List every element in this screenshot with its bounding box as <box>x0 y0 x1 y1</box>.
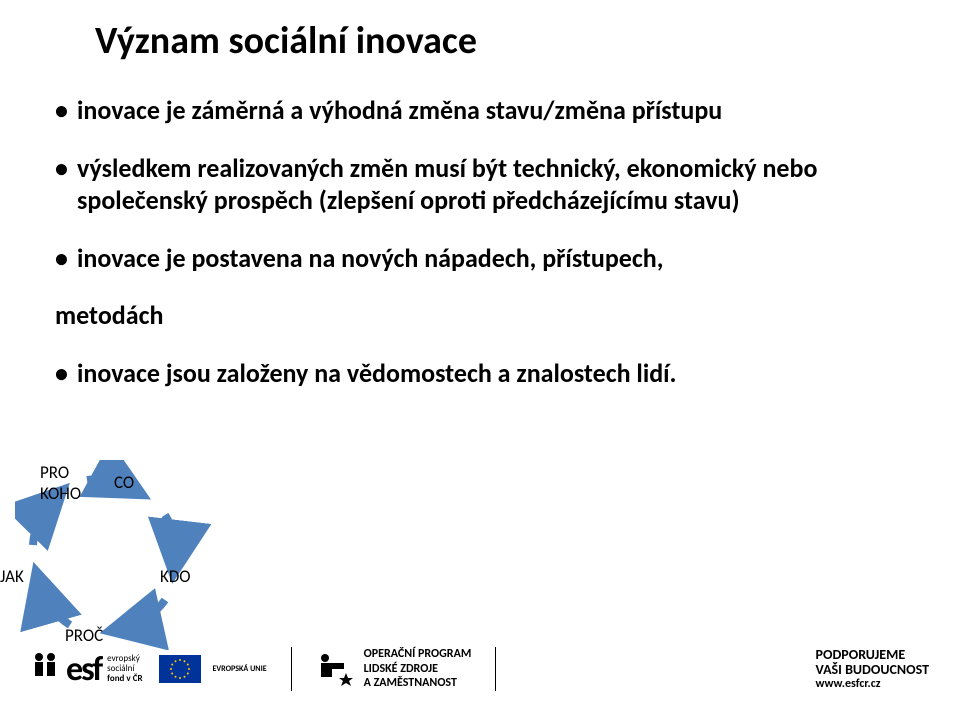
op-line: OPERAČNÍ PROGRAM <box>364 647 472 661</box>
bullet-item: výsledkem realizovaných změn musí být te… <box>55 152 904 217</box>
op-block: OPERAČNÍ PROGRAM LIDSKÉ ZDROJE A ZAMĚSTN… <box>316 647 472 690</box>
diagram-label-co: CO <box>114 472 134 493</box>
diagram-label-pro-koho: PRO KOHO <box>40 462 81 504</box>
support-line: VAŠI BUDOUCNOST <box>816 662 929 677</box>
cycle-diagram: PRO KOHO CO JAK KDO PROČ <box>0 460 240 640</box>
eu-flag-icon <box>159 655 201 683</box>
bullet-item: inovace je záměrná a výhodná změna stavu… <box>55 94 904 127</box>
support-line: PODPORUJEME <box>816 647 929 662</box>
support-block: PODPORUJEME VAŠI BUDOUCNOST www.esfcr.cz <box>816 647 929 692</box>
bullet-item: inovace jsou založeny na vědomostech a z… <box>55 357 904 390</box>
esf-logo: esf evropský sociální fond v ČR <box>30 649 143 690</box>
esf-logo-block: esf evropský sociální fond v ČR <box>30 649 143 690</box>
slide-content: Význam sociální inovace inovace je záměr… <box>0 0 959 389</box>
op-text: OPERAČNÍ PROGRAM LIDSKÉ ZDROJE A ZAMĚSTN… <box>364 647 472 690</box>
eu-stars-icon <box>168 657 192 681</box>
op-line: LIDSKÉ ZDROJE <box>364 662 472 676</box>
support-url: www.esfcr.cz <box>816 677 929 691</box>
op-line: A ZAMĚSTNANOST <box>364 676 472 690</box>
diagram-label-kdo: KDO <box>160 566 191 587</box>
eu-flag-block: EVROPSKÁ UNIE <box>159 655 267 683</box>
esf-mark-text: esf <box>66 649 101 690</box>
bullet-item: inovace je postavena na nových nápadech,… <box>55 242 904 275</box>
separator <box>291 647 292 691</box>
esf-people-icon <box>30 649 60 689</box>
person-star-icon <box>316 649 356 689</box>
bullet-continuation: metodách <box>55 299 904 332</box>
esf-subtext: evropský sociální fond v ČR <box>107 654 142 684</box>
esf-line: fond v ČR <box>107 674 142 684</box>
separator <box>495 647 496 691</box>
eu-label-text: EVROPSKÁ UNIE <box>213 664 267 674</box>
bullet-list: inovace je záměrná a výhodná změna stavu… <box>55 94 904 389</box>
footer-logos: esf evropský sociální fond v ČR EVROPS <box>0 634 959 704</box>
page-title: Význam sociální inovace <box>95 18 904 64</box>
diagram-label-jak: JAK <box>0 566 24 587</box>
